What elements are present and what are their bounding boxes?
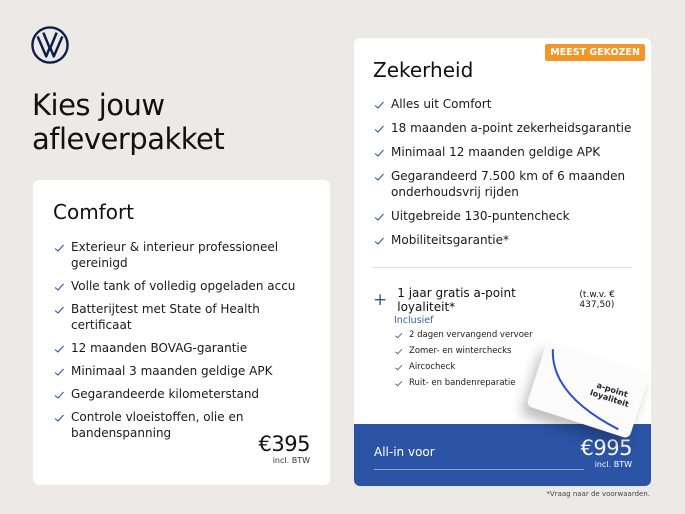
list-item: Mobiliteitsgarantie* <box>373 232 633 248</box>
package-name: Zekerheid <box>373 58 474 82</box>
check-icon <box>54 306 64 314</box>
list-item: Controle vloeistoffen, olie en bandenspa… <box>53 409 303 441</box>
check-icon <box>374 173 384 181</box>
check-icon <box>54 391 64 399</box>
feature-list: Alles uit Comfort 18 maanden a-point zeke… <box>373 96 633 256</box>
loyalty-extra: +1 jaar gratis a-point loyaliteit* (t.w.v… <box>373 286 615 314</box>
check-icon <box>54 345 64 353</box>
list-item: 2 dagen vervangend vervoer <box>394 330 533 341</box>
package-zekerheid[interactable]: MEEST GEKOZEN Zekerheid Alles uit Comfor… <box>354 38 651 486</box>
check-icon <box>395 364 403 371</box>
most-chosen-badge: MEEST GEKOZEN <box>545 44 645 61</box>
package-name: Comfort <box>53 200 135 224</box>
list-item: Ruit- en bandenreparatie <box>394 378 533 389</box>
loyalty-card-image: a-point loyaliteit <box>526 340 650 440</box>
list-item: Exterieur & interieur professioneel gere… <box>53 239 303 271</box>
check-icon <box>395 380 403 387</box>
plus-icon: + <box>373 290 388 310</box>
check-icon <box>374 237 384 245</box>
list-item: Aircocheck <box>394 362 533 373</box>
footnote: *Vraag naar de voorwaarden. <box>546 490 650 498</box>
package-comfort[interactable]: Comfort Exterieur & interieur profession… <box>33 180 330 485</box>
list-item: Batterijtest met State of Health certifi… <box>53 301 303 333</box>
list-item: Uitgebreide 130-puntencheck <box>373 208 633 224</box>
inclusief-label: Inclusief <box>394 315 434 326</box>
list-item: Minimaal 12 maanden geldige APK <box>373 144 633 160</box>
check-icon <box>54 283 64 291</box>
list-item: 18 maanden a-point zekerheidsgarantie <box>373 120 633 136</box>
vw-logo <box>31 26 69 64</box>
list-item: Alles uit Comfort <box>373 96 633 112</box>
price: €995 incl. BTW <box>580 436 633 469</box>
check-icon <box>54 368 64 376</box>
divider <box>373 267 632 268</box>
check-icon <box>54 414 64 422</box>
list-item: 12 maanden BOVAG-garantie <box>53 340 303 356</box>
price: €395 incl. BTW <box>258 432 311 465</box>
check-icon <box>54 244 64 252</box>
list-item: Minimaal 3 maanden geldige APK <box>53 363 303 379</box>
all-in-footer: All-in voor €995 incl. BTW <box>354 424 651 486</box>
loyalty-list: 2 dagen vervangend vervoer Zomer- en wint… <box>394 330 533 394</box>
feature-list: Exterieur & interieur professioneel gere… <box>53 239 303 448</box>
check-icon <box>374 101 384 109</box>
check-icon <box>374 213 384 221</box>
check-icon <box>374 149 384 157</box>
check-icon <box>395 348 403 355</box>
list-item: Gegarandeerde kilometerstand <box>53 386 303 402</box>
check-icon <box>374 125 384 133</box>
page-title: Kies jouw afleverpakket <box>32 88 225 156</box>
list-item: Zomer- en winterchecks <box>394 346 533 357</box>
list-item: Volle tank of volledig opgeladen accu <box>53 278 303 294</box>
check-icon <box>395 332 403 339</box>
list-item: Gegarandeerd 7.500 km of 6 maanden onder… <box>373 168 633 200</box>
divider <box>374 469 584 470</box>
